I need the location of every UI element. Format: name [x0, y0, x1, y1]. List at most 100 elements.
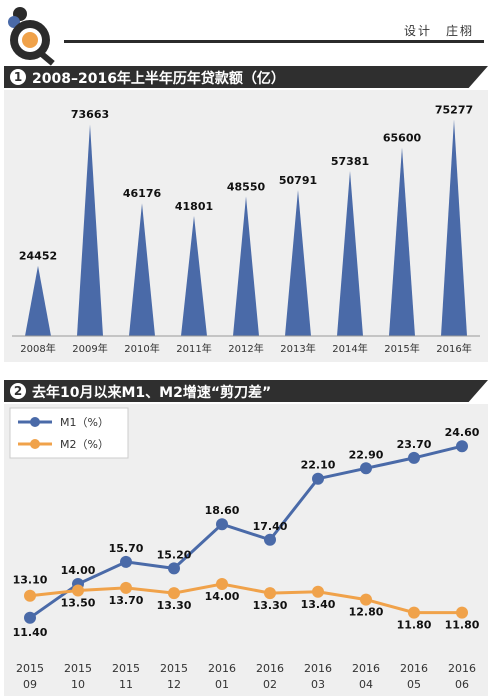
- m1-point: [456, 440, 468, 453]
- x-tick-year: 2016: [352, 662, 380, 675]
- bar-value-label: 73663: [71, 108, 109, 121]
- loan-bar: [233, 196, 259, 336]
- m2-point: [312, 585, 324, 598]
- m1-point: [408, 451, 420, 464]
- m1-point: [264, 533, 276, 546]
- loan-bar: [389, 147, 415, 336]
- m2-point: [168, 587, 180, 600]
- m1-point: [360, 462, 372, 475]
- data-value-label: 24.60: [445, 426, 480, 439]
- x-tick-year: 2016: [256, 662, 284, 675]
- bar-value-label: 41801: [175, 200, 213, 213]
- data-value-label: 17.40: [253, 520, 288, 533]
- x-tick-year: 2015: [64, 662, 92, 675]
- x-tick-year: 2015: [16, 662, 44, 675]
- legend-box: [9, 407, 129, 459]
- x-tick-year: 2016: [208, 662, 236, 675]
- m1m2-chart-panel: M1（%） M2（%） 11.40 14.00 15.70 15.20 18.60 17.40…: [4, 404, 488, 696]
- data-value-label: 13.10: [13, 574, 48, 587]
- bar-value-label: 65600: [383, 131, 422, 144]
- data-value-label: 13.70: [109, 594, 144, 607]
- data-value-label: 23.70: [397, 438, 432, 451]
- m1-point: [120, 555, 132, 568]
- x-tick-year: 2016: [448, 662, 476, 675]
- x-tick-year: 2015: [112, 662, 140, 675]
- m1m2-line-chart: M1（%） M2（%） 11.40 14.00 15.70 15.20 18.60 17.40…: [4, 404, 488, 696]
- x-tick-label: 2015年: [384, 342, 419, 355]
- x-tick-month: 05: [407, 678, 421, 691]
- m2-series-line: [29, 582, 462, 615]
- legend-label: M2（%）: [60, 438, 109, 451]
- legend-swatch-marker: [30, 417, 40, 427]
- x-tick-month: 02: [263, 678, 277, 691]
- bar-value-label: 48550: [227, 180, 266, 193]
- data-value-label: 22.10: [301, 459, 336, 472]
- loans-bar-chart: 24452 2008年 73663 2009年 46176 2010年 41801 2011年…: [4, 90, 488, 362]
- section-header-m1m2: 2 去年10月以来M1、M2增速“剪刀差”: [4, 380, 488, 402]
- data-value-label: 14.00: [205, 590, 240, 603]
- section-title: 去年10月以来M1、M2增速“剪刀差”: [32, 385, 272, 401]
- loan-bar: [25, 265, 51, 336]
- designer-credit: 设计 庄栩: [403, 24, 474, 38]
- loan-bar: [285, 189, 311, 336]
- m1-point: [312, 472, 324, 485]
- bar-value-label: 46176: [123, 187, 162, 200]
- x-tick-month: 01: [215, 678, 229, 691]
- data-value-label: 18.60: [205, 504, 240, 517]
- m2-point: [72, 584, 84, 597]
- magnifier-logo-icon: [8, 7, 55, 66]
- x-tick-label: 2016年: [436, 342, 471, 355]
- x-tick-label: 2008年: [20, 342, 55, 355]
- data-value-label: 12.80: [349, 606, 384, 619]
- loan-bar: [337, 171, 363, 336]
- data-value-label: 14.00: [61, 564, 96, 577]
- x-tick-month: 09: [23, 678, 37, 691]
- data-value-label: 22.90: [349, 448, 384, 461]
- loan-bar: [129, 203, 155, 336]
- data-value-label: 13.30: [253, 599, 288, 612]
- loan-bar: [441, 119, 467, 336]
- x-tick-month: 04: [359, 678, 373, 691]
- data-value-label: 13.30: [157, 599, 192, 612]
- data-value-label: 13.50: [61, 597, 96, 610]
- bar-value-label: 75277: [435, 104, 473, 117]
- x-tick-label: 2011年: [176, 342, 211, 355]
- m2-point: [456, 606, 468, 619]
- m1-point: [216, 518, 228, 531]
- m2-point: [408, 606, 420, 619]
- m2-point: [216, 578, 228, 590]
- bar-value-label: 24452: [19, 250, 57, 263]
- legend-swatch-marker: [30, 439, 40, 449]
- x-tick-label: 2012年: [228, 342, 263, 355]
- m2-point: [120, 581, 132, 594]
- data-value-label: 13.40: [301, 598, 336, 611]
- m2-point: [360, 593, 372, 606]
- x-tick-month: 06: [455, 678, 469, 691]
- x-tick-label: 2013年: [280, 342, 315, 355]
- x-tick-month: 03: [311, 678, 325, 691]
- x-tick-month: 11: [119, 678, 133, 691]
- section-title: 2008–2016年上半年历年贷款额（亿）: [32, 71, 285, 87]
- legend: M1（%） M2（%）: [9, 407, 129, 459]
- bar-value-label: 50791: [279, 174, 317, 187]
- x-tick-label: 2014年: [332, 342, 367, 355]
- data-value-label: 15.20: [157, 548, 192, 561]
- m1-series-line: [29, 444, 463, 620]
- x-tick-year: 2016: [304, 662, 332, 675]
- x-tick-label: 2010年: [124, 342, 159, 355]
- section-header-loans: 1 2008–2016年上半年历年贷款额（亿）: [4, 66, 488, 88]
- loans-chart-panel: 24452 2008年 73663 2009年 46176 2010年 41801 2011年…: [4, 90, 488, 362]
- x-tick-year: 2015: [160, 662, 188, 675]
- m2-point: [24, 589, 36, 602]
- section-number: 1: [10, 69, 26, 85]
- data-value-label: 15.70: [109, 542, 144, 555]
- m1-point: [168, 562, 180, 575]
- x-tick-month: 12: [167, 678, 181, 691]
- section-number: 2: [10, 383, 26, 399]
- loan-bar: [181, 215, 207, 336]
- loan-bar: [77, 124, 103, 336]
- header-rule: [64, 40, 484, 43]
- data-value-label: 11.80: [397, 619, 432, 632]
- m2-point: [264, 587, 276, 600]
- legend-label: M1（%）: [60, 416, 109, 429]
